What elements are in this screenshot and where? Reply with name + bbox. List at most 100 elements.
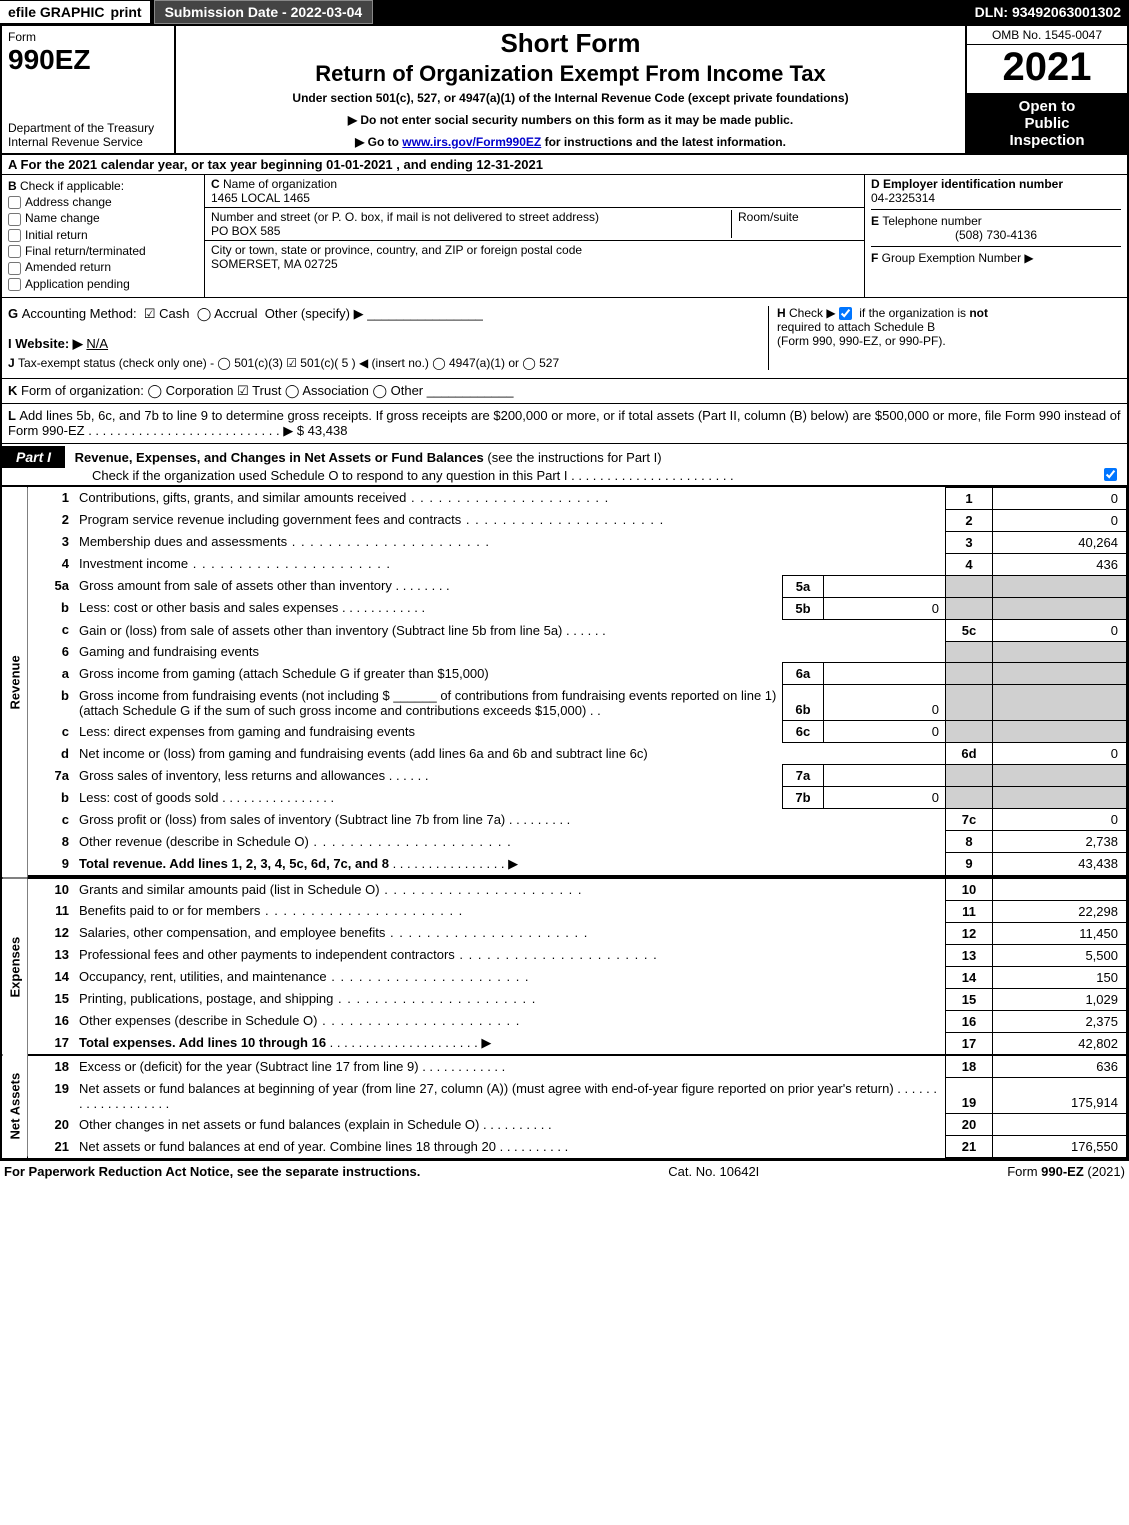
irs-link[interactable]: www.irs.gov/Form990EZ: [402, 135, 541, 149]
chk-address-change[interactable]: Address change: [8, 195, 198, 209]
l15-desc: Printing, publications, postage, and shi…: [79, 991, 333, 1006]
l16-amt: 2,375: [993, 1010, 1127, 1032]
form-header: Form 990EZ Department of the Treasury In…: [2, 26, 1127, 155]
l6-box: [946, 641, 993, 663]
l21-box: 21: [946, 1136, 993, 1158]
l6-desc: Gaming and fundraising events: [74, 641, 946, 663]
line-18: Net Assets 18 Excess or (deficit) for th…: [2, 1055, 1127, 1078]
line-5a: 5a Gross amount from sale of assets othe…: [2, 575, 1127, 597]
l6-amt: [993, 641, 1127, 663]
ghij-section: G Accounting Method: ☑ Cash ◯ Accrual Ot…: [2, 298, 1127, 379]
l9-desc: Total revenue. Add lines 1, 2, 3, 4, 5c,…: [79, 856, 389, 871]
short-form-title: Short Form: [182, 28, 959, 59]
line-g: G Accounting Method: ☑ Cash ◯ Accrual Ot…: [8, 306, 768, 322]
l20-box: 20: [946, 1114, 993, 1136]
chk-name-change[interactable]: Name change: [8, 211, 198, 225]
line-14: 14 Occupancy, rent, utilities, and maint…: [2, 966, 1127, 988]
expenses-tab: Expenses: [2, 878, 28, 1056]
main-title: Return of Organization Exempt From Incom…: [182, 61, 959, 87]
l10-num: 10: [28, 878, 75, 901]
efile-label: efile GRAPHIC: [8, 4, 104, 20]
l16-desc: Other expenses (describe in Schedule O): [79, 1013, 317, 1028]
h-checkbox[interactable]: [839, 307, 852, 320]
line-7b: b Less: cost of goods sold . . . . . . .…: [2, 787, 1127, 809]
l7a-box: [946, 765, 993, 787]
l6-num: 6: [28, 641, 75, 663]
footer-right: Form 990-EZ (2021): [1007, 1164, 1125, 1179]
h-check: Check ▶: [789, 306, 836, 320]
chk-final-return[interactable]: Final return/terminated: [8, 244, 198, 258]
l10-amt: [993, 878, 1127, 901]
chk-amended[interactable]: Amended return: [8, 260, 198, 274]
print-link[interactable]: print: [110, 4, 141, 20]
l7c-amt: 0: [993, 809, 1127, 831]
line-6c: c Less: direct expenses from gaming and …: [2, 721, 1127, 743]
part1-check-text: Check if the organization used Schedule …: [92, 468, 568, 483]
header-right: OMB No. 1545-0047 2021 Open to Public In…: [965, 26, 1127, 153]
chk-pending[interactable]: Application pending: [8, 277, 198, 291]
l5b-sb: 5b: [783, 597, 824, 619]
opt-name: Name change: [25, 211, 100, 225]
f-arrow: ▶: [1024, 251, 1033, 265]
l6d-num: d: [28, 743, 75, 765]
org-city: SOMERSET, MA 02725: [211, 257, 338, 271]
g-cash: Cash: [159, 306, 189, 321]
h-not: not: [969, 306, 988, 320]
l6a-amt: [993, 663, 1127, 685]
l6b-num: b: [28, 685, 75, 721]
col-b: B Check if applicable: Address change Na…: [2, 175, 205, 297]
phone-value: (508) 730-4136: [871, 228, 1121, 242]
l6a-num: a: [28, 663, 75, 685]
tax-year: 2021: [967, 45, 1127, 94]
l6c-box: [946, 721, 993, 743]
h-t2: if the organization is: [859, 306, 966, 320]
l6b-desc: Gross income from fundraising events (no…: [79, 688, 390, 703]
chk-initial-return[interactable]: Initial return: [8, 228, 198, 242]
header-center: Short Form Return of Organization Exempt…: [176, 26, 965, 153]
l6c-sa: 0: [824, 721, 946, 743]
l5b-sa: 0: [824, 597, 946, 619]
l2-num: 2: [28, 509, 75, 531]
l11-amt: 22,298: [993, 900, 1127, 922]
c-city-row: City or town, state or province, country…: [205, 241, 864, 297]
c-addr-row: Number and street (or P. O. box, if mail…: [205, 208, 864, 241]
l7b-box: [946, 787, 993, 809]
l1-desc: Contributions, gifts, grants, and simila…: [79, 490, 406, 505]
l7b-num: b: [28, 787, 75, 809]
part1-label: Part I: [2, 446, 65, 468]
line-h: H Check ▶ if the organization is not req…: [768, 306, 1121, 370]
irs-label: Internal Revenue Service: [8, 135, 168, 149]
efile-graphic: efile GRAPHIC print: [0, 1, 150, 23]
l5c-box: 5c: [946, 619, 993, 641]
footer-right-pre: Form: [1007, 1164, 1041, 1179]
l6d-desc: Net income or (loss) from gaming and fun…: [74, 743, 946, 765]
website-value: N/A: [86, 336, 108, 351]
l14-box: 14: [946, 966, 993, 988]
l7c-desc: Gross profit or (loss) from sales of inv…: [79, 812, 505, 827]
l3-amt: 40,264: [993, 531, 1127, 553]
e-label: Telephone number: [882, 214, 981, 228]
form-label: Form: [8, 30, 168, 44]
l19-desc: Net assets or fund balances at beginning…: [79, 1081, 894, 1096]
l7a-desc: Gross sales of inventory, less returns a…: [79, 768, 385, 783]
l6d-amt: 0: [993, 743, 1127, 765]
part1-checkbox[interactable]: [1104, 468, 1117, 481]
line-11: 11 Benefits paid to or for members 11 22…: [2, 900, 1127, 922]
inspection-label: Inspection: [969, 132, 1125, 149]
j-text: Tax-exempt status (check only one) - ◯ 5…: [18, 356, 559, 370]
goto-tail: for instructions and the latest informat…: [545, 135, 786, 149]
l5c-desc: Gain or (loss) from sale of assets other…: [79, 623, 562, 638]
line-13: 13 Professional fees and other payments …: [2, 944, 1127, 966]
i-label: Website: ▶: [15, 336, 83, 351]
l20-amt: [993, 1114, 1127, 1136]
l7a-num: 7a: [28, 765, 75, 787]
l13-box: 13: [946, 944, 993, 966]
footer-center: Cat. No. 10642I: [668, 1164, 759, 1179]
line-20: 20 Other changes in net assets or fund b…: [2, 1114, 1127, 1136]
l8-desc: Other revenue (describe in Schedule O): [79, 834, 309, 849]
l5a-box: [946, 575, 993, 597]
k-text: Form of organization: ◯ Corporation ☑ Tr…: [21, 383, 423, 398]
l5a-desc: Gross amount from sale of assets other t…: [79, 578, 392, 593]
line-9: 9 Total revenue. Add lines 1, 2, 3, 4, 5…: [2, 853, 1127, 876]
g-other: Other (specify) ▶: [265, 306, 364, 321]
